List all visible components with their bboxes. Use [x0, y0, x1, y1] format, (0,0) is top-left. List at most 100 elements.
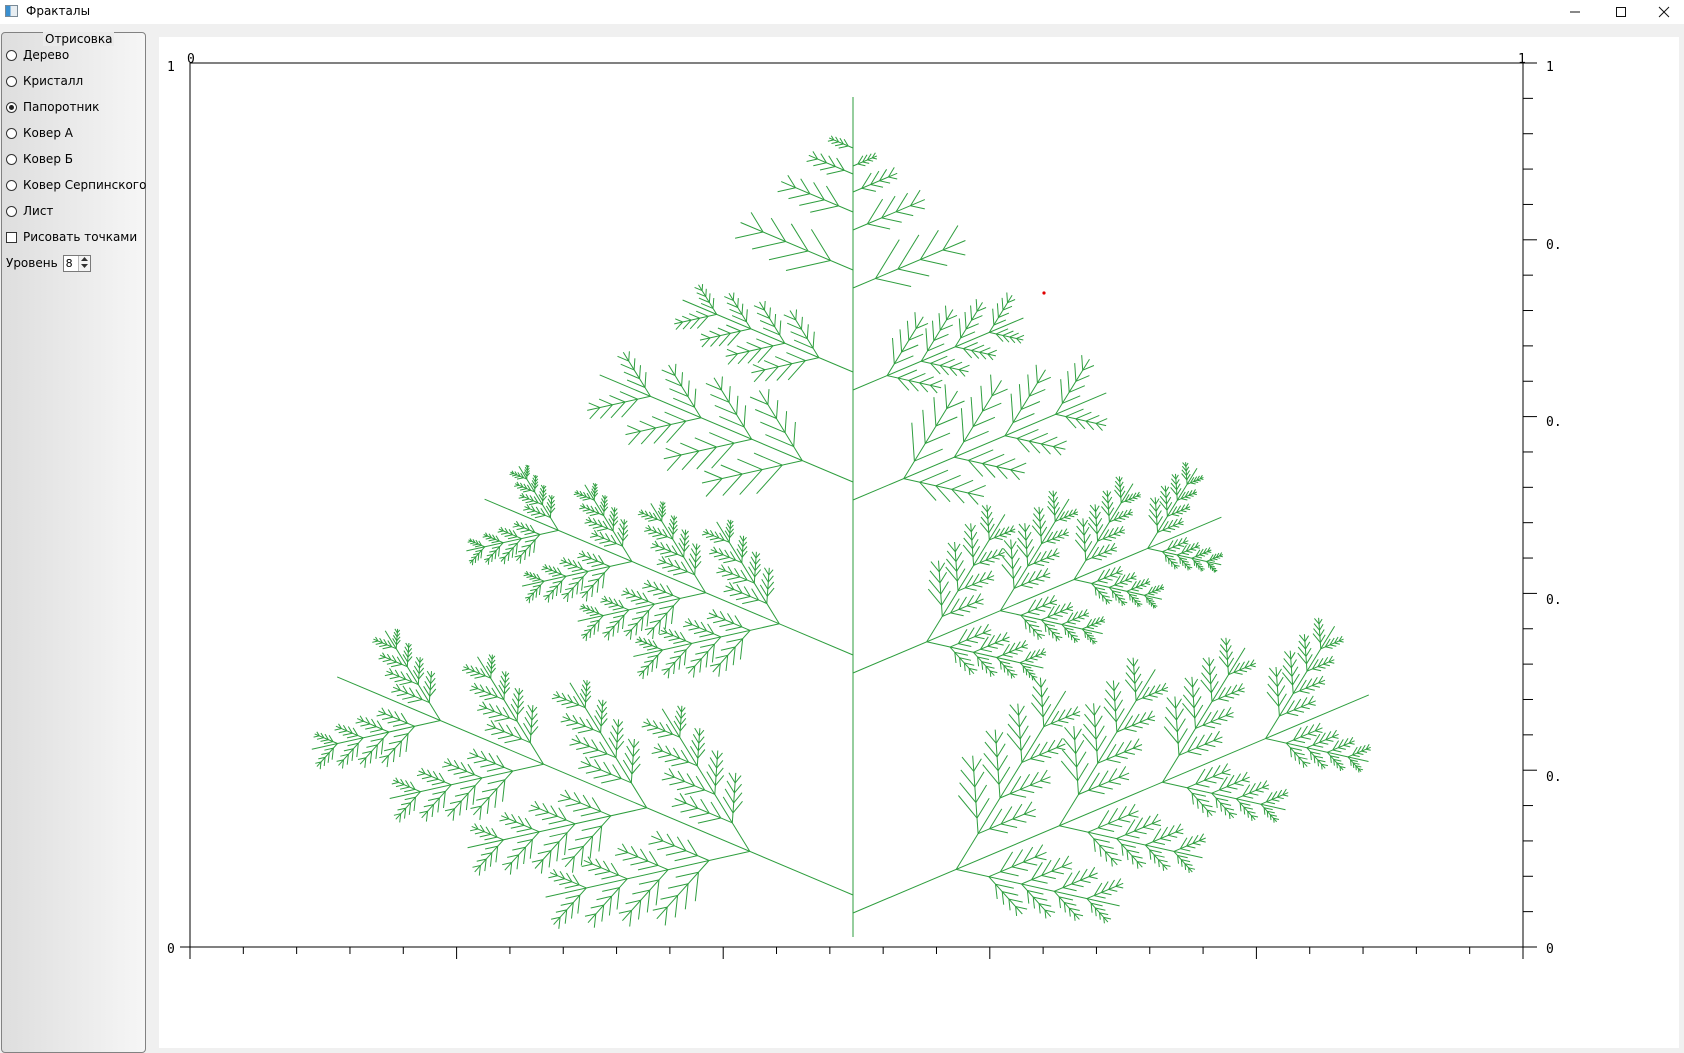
draw-points-checkbox[interactable]: Рисовать точками	[6, 229, 137, 245]
maximize-button[interactable]	[1598, 0, 1644, 24]
fern-segment	[587, 878, 628, 924]
fern-segment	[1312, 633, 1321, 643]
fern-segment	[1102, 538, 1112, 542]
fern-segment	[1113, 526, 1119, 535]
fern-segment	[1031, 675, 1038, 678]
fern-segment	[1000, 806, 1013, 825]
fern-segment	[525, 570, 529, 575]
radio-indicator[interactable]	[6, 153, 17, 165]
fractal-canvas[interactable]: 0 1 1 0 1 0. 0. 0. 0. 0	[159, 37, 1679, 1048]
fern-segment	[561, 701, 573, 706]
fern-segment	[682, 319, 692, 330]
fern-segment	[525, 493, 530, 500]
fern-segment	[955, 690, 1067, 870]
fern-segment	[1224, 807, 1227, 816]
radio-indicator[interactable]	[6, 179, 17, 191]
fern-segment	[1109, 575, 1137, 588]
fern-segment	[668, 522, 674, 530]
fern-segment	[1083, 609, 1088, 616]
fern-segment	[953, 380, 1002, 458]
fern-segment	[991, 549, 998, 558]
fern-segment	[375, 636, 379, 642]
fern-segment	[1087, 634, 1094, 637]
radio-carpet-b[interactable]: Ковер Б	[6, 151, 73, 167]
fern-segment	[927, 343, 945, 352]
radio-indicator[interactable]	[6, 205, 17, 217]
fern-segment	[543, 594, 550, 597]
fern-segment	[954, 543, 961, 553]
fern-segment	[1244, 660, 1250, 669]
fern-segment	[495, 535, 500, 542]
fern-segment	[1221, 763, 1229, 774]
radio-tree[interactable]: Дерево	[6, 47, 69, 63]
fern-segment	[588, 867, 602, 872]
fern-segment	[1052, 538, 1061, 542]
fern-segment	[623, 520, 628, 526]
radio-sierpinski-carpet[interactable]: Ковер Серпинского	[6, 177, 146, 193]
fern-segment	[1004, 532, 1012, 536]
fern-segment	[705, 478, 723, 497]
fern-segment	[479, 806, 482, 820]
fern-segment	[591, 532, 623, 547]
fern-segment	[609, 731, 618, 743]
fern-segment	[738, 539, 744, 547]
fern-segment	[694, 872, 699, 902]
fern-segment	[620, 519, 625, 525]
fern-segment	[1030, 657, 1038, 661]
fractal-plot: 0 1 1 0 1 0. 0. 0. 0. 0	[167, 52, 1562, 959]
fern-segment	[641, 724, 651, 728]
fern-segment	[1305, 687, 1315, 691]
fern-segment	[722, 473, 743, 496]
spin-up-button[interactable]	[80, 256, 89, 263]
radio-leaf[interactable]: Лист	[6, 203, 53, 219]
radio-fern[interactable]: Папоротник	[6, 99, 99, 115]
fern-segment	[861, 172, 872, 189]
fern-segment	[535, 475, 538, 479]
level-spinbox[interactable]: 8	[62, 254, 91, 272]
fern-segment	[1193, 481, 1199, 483]
fern-segment	[717, 327, 731, 334]
fern-segment	[1098, 591, 1108, 594]
fern-segment	[1308, 703, 1316, 706]
minimize-button[interactable]	[1552, 0, 1598, 24]
fern-segment	[1000, 610, 1103, 635]
radio-carpet-a[interactable]: Ковер А	[6, 125, 73, 141]
fern-segment	[652, 720, 659, 729]
radio-crystal[interactable]: Кристалл	[6, 73, 83, 89]
fern-segment	[674, 798, 733, 824]
fern-segment	[967, 492, 979, 505]
fern-segment	[1181, 552, 1190, 556]
fern-segment	[683, 649, 687, 666]
fern-segment	[1057, 536, 1065, 539]
fern-segment	[418, 667, 425, 674]
fern-segment	[655, 655, 659, 669]
fern-segment	[524, 716, 532, 728]
fern-segment	[935, 474, 961, 487]
level-value[interactable]: 8	[65, 256, 73, 270]
fern-segment	[509, 473, 514, 475]
fern-segment	[498, 722, 505, 732]
fern-segment	[557, 798, 571, 802]
fern-segment	[1208, 563, 1214, 566]
radio-indicator[interactable]	[6, 127, 17, 139]
fern-segment	[1026, 890, 1030, 904]
fern-segment	[469, 828, 479, 832]
checkbox-indicator[interactable]	[6, 231, 17, 243]
fern-segment	[331, 748, 334, 760]
close-button[interactable]	[1644, 0, 1684, 24]
radio-indicator[interactable]	[6, 49, 17, 61]
fern-segment	[587, 395, 651, 411]
fern-segment	[1231, 692, 1240, 696]
fern-segment	[579, 490, 583, 496]
radio-indicator[interactable]	[6, 75, 17, 87]
fern-segment	[938, 313, 941, 331]
fern-segment	[643, 582, 681, 599]
fern-segment	[1266, 801, 1276, 805]
fern-segment	[1063, 510, 1069, 518]
fern-segment	[1226, 651, 1233, 661]
fern-segment	[529, 839, 533, 859]
spin-down-button[interactable]	[80, 263, 89, 270]
fern-segment	[1113, 682, 1120, 692]
fern-segment	[467, 540, 472, 543]
radio-indicator-checked[interactable]	[6, 101, 17, 113]
